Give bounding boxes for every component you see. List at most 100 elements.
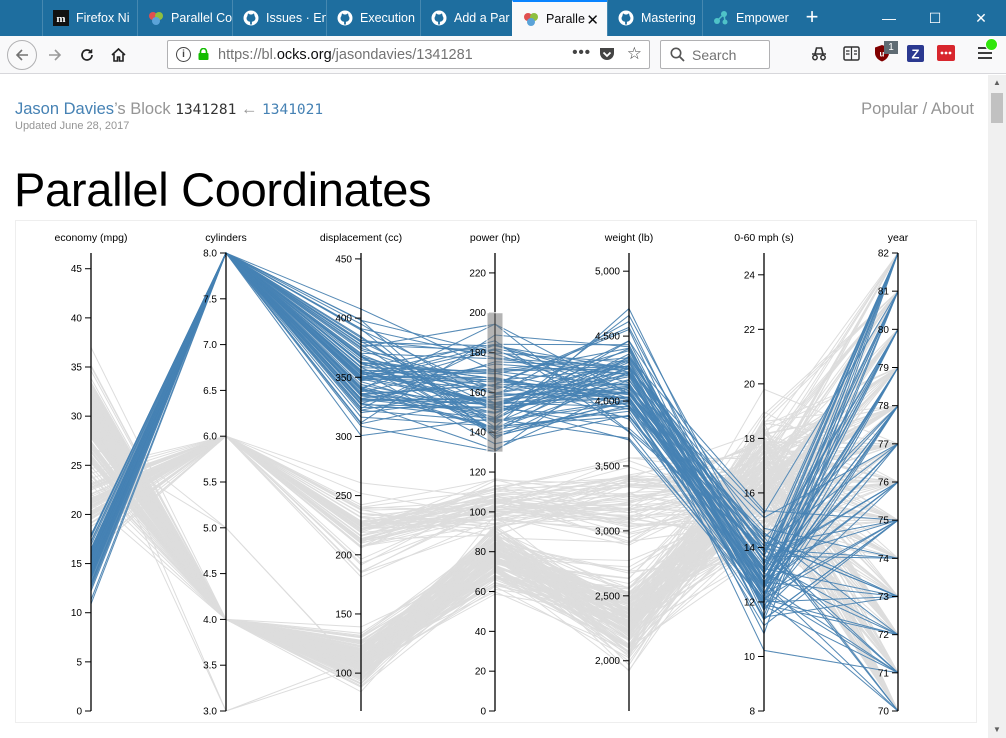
reader-view-icon[interactable]: [842, 44, 860, 62]
search-box[interactable]: Search: [660, 40, 770, 69]
zotero-icon[interactable]: Z: [906, 44, 924, 62]
tick-label: 100: [335, 669, 352, 680]
reload-button[interactable]: [72, 40, 102, 70]
tick-label: 77: [878, 439, 890, 450]
tick-label: 15: [71, 559, 83, 570]
tick-label: 7.5: [203, 294, 217, 305]
parent-block-link[interactable]: 1341021: [262, 102, 324, 118]
tick-label: 200: [469, 308, 486, 319]
axis-2[interactable]: cylinders 3.0 3.5 4.0 4.5 5.0 5.5 6.0 6.5 7.0 7.5 8…: [203, 232, 247, 718]
nav-separator: /: [918, 100, 931, 118]
tab-6[interactable]: Paralle ✕: [512, 0, 607, 36]
bl-ocks-icon: [523, 11, 539, 27]
search-icon: [670, 47, 685, 62]
tick-label: 25: [71, 461, 83, 472]
axis-1[interactable]: economy (mpg) 0 5 10 15 20 25 30 35 40 45: [55, 232, 128, 718]
tab-label: Add a Par: [454, 11, 510, 25]
top-nav: Popular / About: [861, 100, 974, 119]
scroll-up-icon[interactable]: ▲: [993, 78, 1001, 87]
tab-8[interactable]: Empower: [702, 0, 792, 36]
back-button[interactable]: [7, 40, 37, 70]
axis-title[interactable]: power (hp): [470, 232, 520, 244]
tick-label: 6.0: [203, 432, 217, 443]
tab-4[interactable]: Execution: [326, 0, 420, 36]
tick-label: 18: [744, 434, 756, 445]
tick-label: 10: [71, 608, 83, 619]
site-info-icon[interactable]: i: [176, 47, 191, 62]
url-domain: ocks.org: [276, 47, 332, 63]
url-text[interactable]: https://bl.ocks.org/jasondavies/1341281: [218, 47, 473, 63]
home-button[interactable]: [103, 40, 133, 70]
tick-label: 24: [744, 270, 756, 281]
tick-label: 450: [335, 254, 352, 265]
tab-2[interactable]: Parallel Co: [137, 0, 232, 36]
close-window-button[interactable]: ✕: [975, 9, 987, 26]
tick-label: 80: [475, 547, 487, 558]
forward-button[interactable]: [40, 40, 70, 70]
tab-3[interactable]: Issues · En: [232, 0, 326, 36]
minimize-button[interactable]: —: [882, 10, 896, 26]
author-link[interactable]: Jason Davies: [15, 100, 115, 118]
axis-title[interactable]: economy (mpg): [55, 232, 128, 244]
tick-label: 82: [878, 249, 890, 260]
tab-label: Issues · En: [266, 11, 326, 25]
addon-badge: 1: [884, 41, 898, 54]
tick-label: 180: [469, 348, 486, 359]
incognito-extension-icon[interactable]: [810, 44, 828, 62]
tick-label: 35: [71, 363, 83, 374]
tick-label: 4,000: [595, 397, 620, 408]
axis-title[interactable]: weight (lb): [604, 232, 653, 244]
tick-label: 200: [335, 550, 352, 561]
url-bar[interactable]: i https://bl.ocks.org/jasondavies/134128…: [167, 40, 650, 69]
tick-label: 14: [744, 543, 756, 554]
tick-label: 120: [469, 468, 486, 479]
search-placeholder: Search: [692, 47, 737, 63]
breadcrumb: Jason Davies’s Block 1341281 ← 1341021: [15, 100, 323, 119]
maximize-button[interactable]: ☐: [928, 9, 942, 26]
url-path: /jasondavies/1341281: [331, 47, 473, 63]
brush-extent[interactable]: [486, 312, 504, 453]
parallel-coordinates-chart[interactable]: economy (mpg) 0 5 10 15 20 25 30 35 40 45 cylinders…: [15, 220, 977, 723]
axis-4[interactable]: power (hp) 0 20 40 60 80 100 120 140 160 180 200 220: [469, 232, 520, 718]
axis-title[interactable]: cylinders: [205, 232, 246, 244]
tick-label: 70: [878, 707, 890, 718]
axis-title[interactable]: 0-60 mph (s): [734, 232, 794, 244]
back-arrow-icon: [15, 49, 28, 61]
axis-5[interactable]: weight (lb) 2,000 2,500 3,000 3,500 4,000 4,50…: [595, 232, 653, 711]
tick-label: 3.5: [203, 661, 217, 672]
scroll-down-icon[interactable]: ▼: [993, 725, 1001, 734]
tick-label: 3.0: [203, 707, 217, 718]
todoist-icon[interactable]: [937, 44, 955, 62]
lock-icon: [198, 48, 209, 60]
axis-title[interactable]: year: [888, 232, 909, 244]
tick-label: 220: [469, 268, 486, 279]
scroll-thumb[interactable]: [991, 93, 1003, 123]
vertical-scrollbar[interactable]: ▲ ▼: [988, 75, 1006, 738]
chart-svg[interactable]: economy (mpg) 0 5 10 15 20 25 30 35 40 45 cylinders…: [16, 221, 976, 722]
tab-label: Parallel Co: [171, 11, 232, 25]
axis-7[interactable]: year 70 71 72 73 74 75 76 77 78 79 80 81 82: [878, 232, 909, 718]
empower-icon: [713, 10, 729, 26]
github-icon: [337, 10, 353, 26]
home-icon: [110, 47, 126, 62]
popular-link[interactable]: Popular: [861, 100, 919, 118]
page-actions-icon[interactable]: •••: [572, 44, 591, 61]
tick-label: 71: [878, 668, 890, 679]
tick-label: 79: [878, 363, 890, 374]
tab-7[interactable]: Mastering: [607, 0, 702, 36]
tab-1[interactable]: m Firefox Ni: [42, 0, 137, 36]
axis-3[interactable]: displacement (cc) 100 150 200 250 300 350 400 45…: [320, 232, 402, 711]
pocket-icon[interactable]: [599, 47, 615, 62]
about-link[interactable]: About: [930, 100, 974, 118]
axis-title[interactable]: displacement (cc): [320, 232, 402, 244]
github-icon: [431, 10, 447, 26]
bookmark-star-icon[interactable]: ☆: [626, 44, 642, 63]
reload-icon: [81, 49, 93, 61]
tick-label: 6.5: [203, 386, 217, 397]
axis-6[interactable]: 0-60 mph (s) 8 10 12 14 16 18 20 22 24: [734, 232, 794, 718]
new-tab-button[interactable]: +: [805, 4, 819, 29]
update-available-icon: [985, 38, 998, 51]
tab-5[interactable]: Add a Par: [420, 0, 512, 36]
close-tab-icon[interactable]: ✕: [586, 12, 599, 29]
